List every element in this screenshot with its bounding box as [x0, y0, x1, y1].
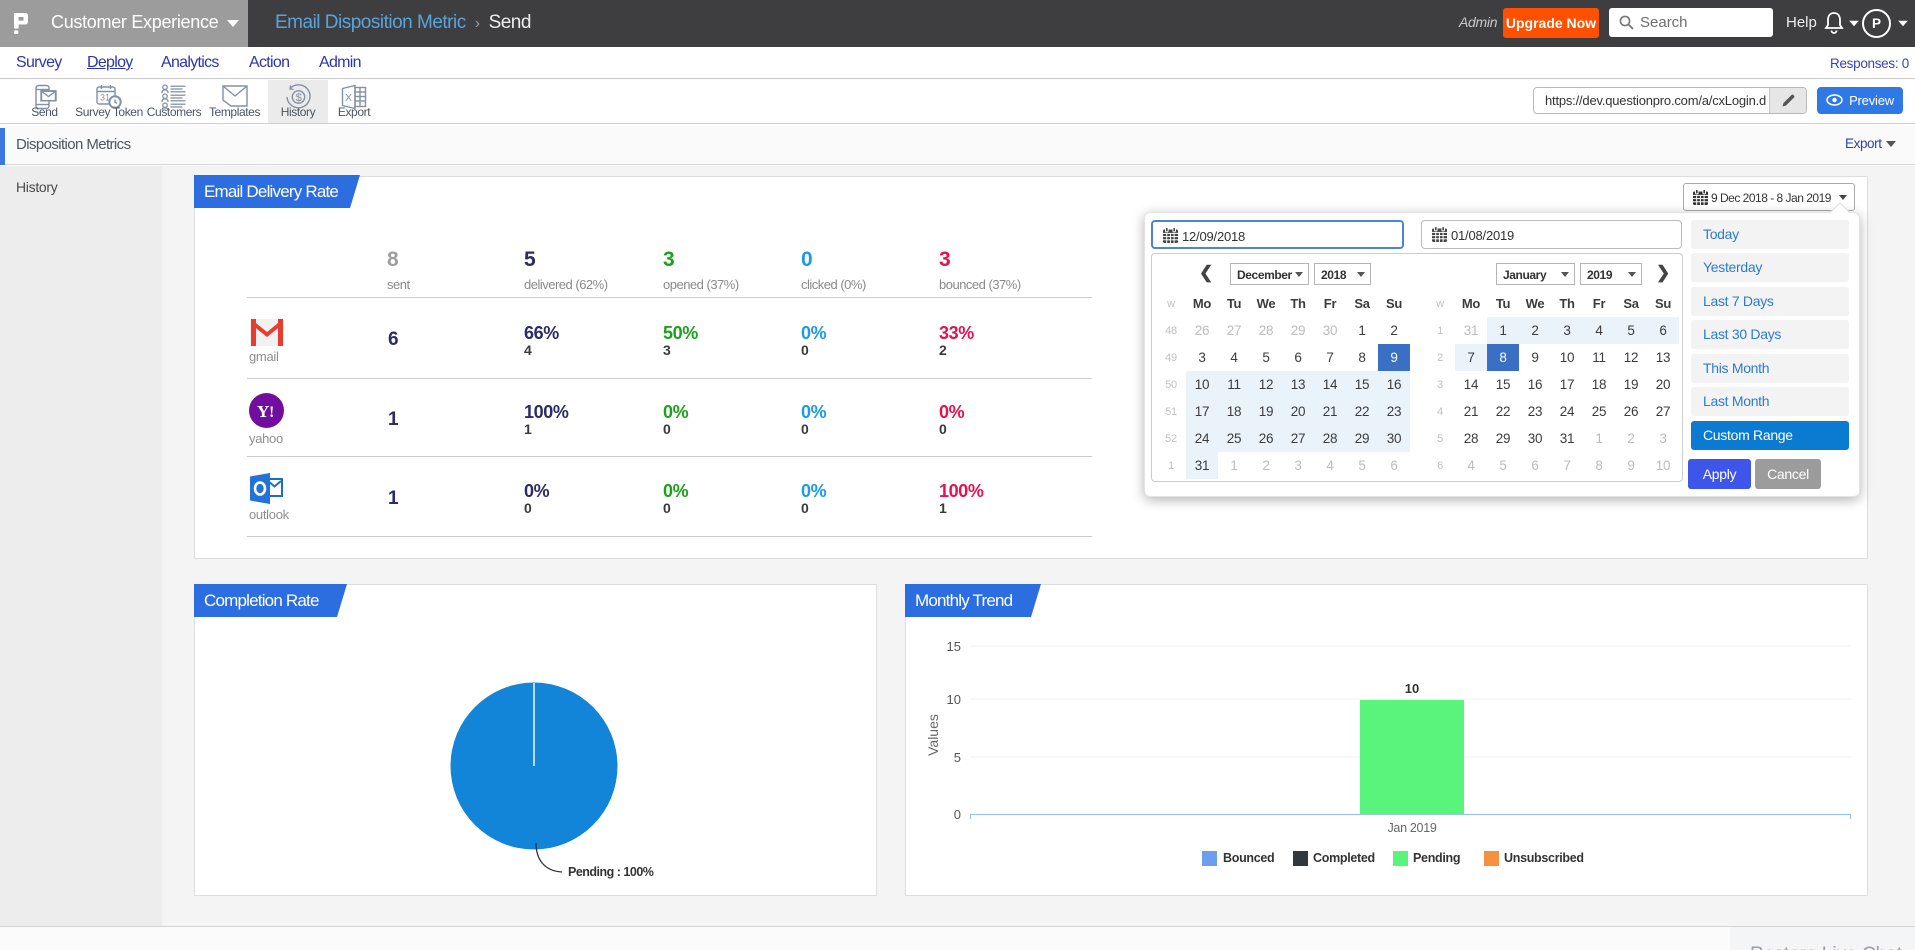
svg-text:Y: Y: [257, 402, 269, 421]
svg-text:X: X: [345, 92, 352, 104]
svg-text:5: 5: [954, 750, 961, 765]
svg-text:0: 0: [954, 807, 961, 822]
svg-text:$: $: [296, 92, 302, 104]
svg-text:Values: Values: [925, 714, 941, 756]
svg-text:!: !: [269, 404, 274, 421]
svg-text:10: 10: [1405, 681, 1419, 696]
svg-text:Pending : 100%: Pending : 100%: [568, 865, 654, 879]
svg-text:10: 10: [947, 692, 961, 707]
svg-text:31: 31: [100, 93, 110, 103]
svg-text:15: 15: [947, 639, 961, 654]
svg-text:Jan 2019: Jan 2019: [1387, 821, 1436, 835]
